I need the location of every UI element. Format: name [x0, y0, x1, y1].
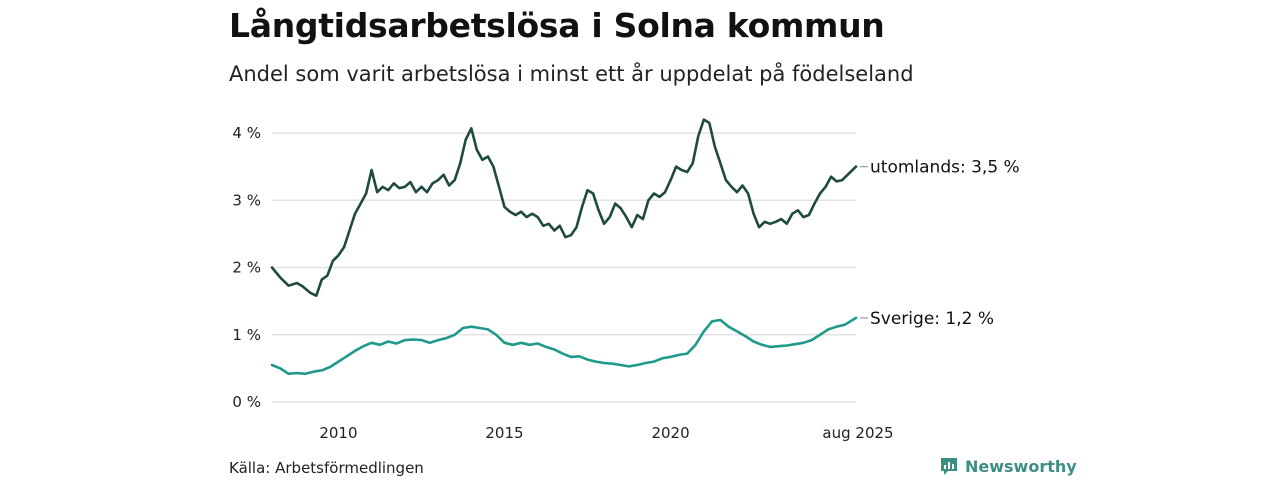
- y-tick-label: 4 %: [232, 124, 261, 142]
- series-line-utomlands: [270, 118, 858, 297]
- series-line-sverige: [270, 316, 858, 376]
- y-tick-label: 0 %: [232, 393, 261, 411]
- x-tick-label: 2015: [485, 424, 523, 442]
- y-tick-label: 2 %: [232, 259, 261, 277]
- series-end-labels: utomlands: 3,5 % Sverige: 1,2 %: [860, 158, 1020, 329]
- end-label-sverige: Sverige: 1,2 %: [870, 309, 994, 329]
- x-axis-ticks: 2010 2015 2020 aug 2025: [319, 424, 893, 442]
- newsworthy-logo-icon: [941, 458, 957, 475]
- brand-name: Newsworthy: [965, 456, 1077, 476]
- chart-subtitle: Andel som varit arbetslösa i minst ett å…: [229, 62, 914, 86]
- source-note: Källa: Arbetsförmedlingen: [229, 459, 424, 477]
- y-axis-ticks: 0 % 1 % 2 % 3 % 4 %: [232, 124, 261, 411]
- y-tick-label: 3 %: [232, 191, 261, 209]
- series-lines: [270, 118, 858, 376]
- brand-logo: Newsworthy: [939, 456, 1077, 476]
- x-tick-label: aug 2025: [822, 424, 893, 442]
- chart-title: Långtidsarbetslösa i Solna kommun: [229, 6, 885, 45]
- x-tick-label: 2020: [651, 424, 689, 442]
- y-tick-label: 1 %: [232, 326, 261, 344]
- grid-lines: [272, 132, 856, 403]
- x-tick-label: 2010: [319, 424, 357, 442]
- end-label-utomlands: utomlands: 3,5 %: [870, 158, 1020, 178]
